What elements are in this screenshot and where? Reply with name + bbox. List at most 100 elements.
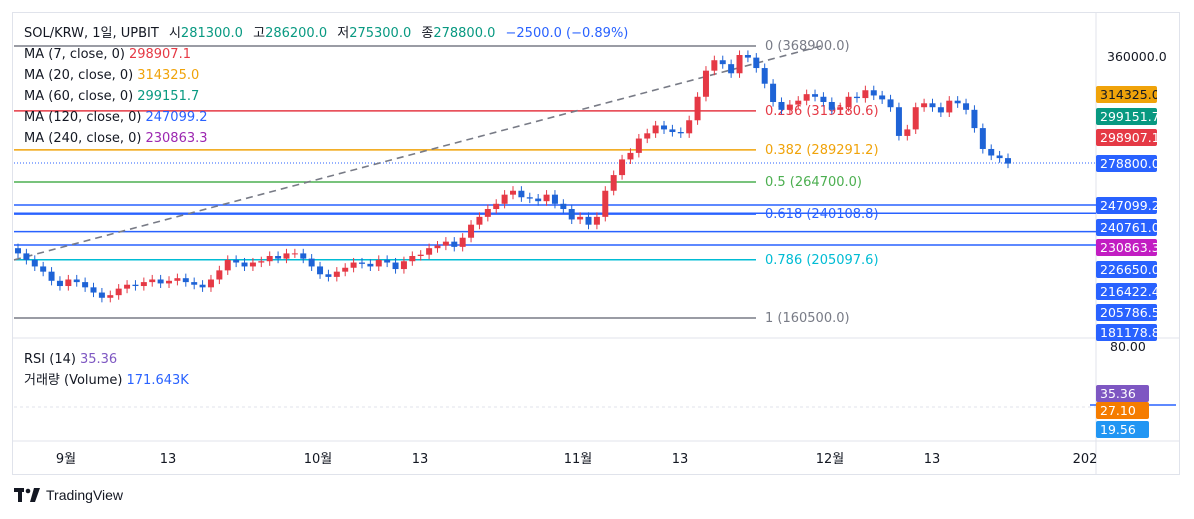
candle-body [736,55,743,74]
candle-body [199,284,206,288]
candle-body [602,190,609,217]
volume-label: 거래량 (Volume) [24,373,123,388]
candle-body [837,107,844,110]
ma-label: MA (7, close, 0) [24,47,125,62]
candle-body [207,279,214,288]
candle-body [937,107,944,113]
price-tag: 226650.0 [1096,261,1157,278]
candle-body [23,253,30,260]
candle-body [770,83,777,102]
candle-body [384,259,391,263]
candle-body [921,103,928,108]
ma-label: MA (20, close, 0) [24,68,134,83]
tradingview-logo-icon [14,488,40,502]
candle-body [828,101,835,110]
ma-legend-row[interactable]: MA (7, close, 0) 298907.1 [24,44,208,65]
fib-level-label: 0.382 (289291.2) [765,143,879,158]
brand[interactable]: TradingView [14,487,123,503]
candle-body [585,216,592,225]
horizontal-lines[interactable] [14,204,1096,246]
candle-body [862,90,869,99]
candle-body [686,120,693,134]
candle-body [753,57,760,69]
candle-body [266,256,273,262]
candle-body [333,271,340,277]
fib-level-label: 0.786 (205097.6) [765,253,879,268]
price-tag: 181178.8 [1096,324,1157,341]
candle-body [929,103,936,108]
candle-body [434,245,441,249]
chart-frame [12,12,1180,475]
candle-body [132,284,139,287]
candle-body [593,216,600,225]
candle-body [887,99,894,108]
time-axis-label: 13 [160,452,177,467]
price-tag: 230863.3 [1096,239,1157,256]
ma-legend-row[interactable]: MA (20, close, 0) 314325.0 [24,65,208,86]
candle-body [241,262,248,267]
rsi-tag: 35.36 [1096,385,1149,402]
candle-body [140,282,147,287]
candle-body [661,125,668,130]
candle-body [560,203,567,210]
ma-legend-row[interactable]: MA (60, close, 0) 299151.7 [24,86,208,107]
ma-value: 314325.0 [137,68,200,83]
candle-body [744,55,751,58]
candle-body [853,96,860,99]
candle-body [904,129,911,136]
candle-body [476,216,483,225]
fib-level-label: 0.5 (264700.0) [765,175,862,190]
price-tag: 298907.1 [1096,129,1157,146]
open-value: 281300.0 [180,26,243,41]
rsi-value: 35.36 [79,352,118,367]
fib-level-label: 0.236 (319180.6) [765,104,879,119]
candlesticks [15,50,1011,303]
rsi-axis-label: 80.00 [1110,339,1146,354]
high-value: 286200.0 [265,26,328,41]
candle-body [166,280,173,284]
candle-body [535,198,542,202]
candle-body [31,259,38,267]
ma-legend: MA (7, close, 0) 298907.1 MA (20, close, … [24,44,208,149]
candle-body [803,94,810,101]
candle-body [275,256,282,259]
ma-legend-row[interactable]: MA (120, close, 0) 247099.2 [24,107,208,128]
candle-body [879,95,886,100]
candle-body [468,224,475,238]
candle-body [786,104,793,110]
candle-body [115,288,122,296]
candle-body [442,241,449,246]
candle-body [375,259,382,267]
candle-body [795,100,802,105]
volume-value: 171.643K [126,373,189,388]
candle-body [65,279,72,287]
candle-body [719,60,726,65]
candle-body [895,107,902,136]
candle-body [954,100,961,104]
ma-value: 299151.7 [137,89,200,104]
close-value: 278800.0 [433,26,496,41]
time-axis-label: 13 [412,452,429,467]
candle-body [551,194,558,204]
ma-legend-row[interactable]: MA (240, close, 0) 230863.3 [24,128,208,149]
candle-body [979,128,986,149]
candle-body [702,70,709,97]
volume-legend[interactable]: 거래량 (Volume) 171.643K [24,370,189,391]
rsi-label: RSI (14) [24,352,76,367]
fibonacci-retracement[interactable]: 0 (368900.0) 0.236 (319180.6) 0.382 (28929… [14,39,879,326]
price-tag: 205786.5 [1096,304,1157,321]
candle-body [283,253,290,259]
ma-label: MA (60, close, 0) [24,89,134,104]
ma-value: 247099.2 [145,110,208,125]
time-axis-label: 13 [924,452,941,467]
candle-body [652,125,659,134]
candle-body [635,138,642,153]
rsi-legend[interactable]: RSI (14) 35.36 [24,349,117,370]
ma-value: 230863.3 [145,131,208,146]
ma-value: 298907.1 [128,47,191,62]
time-axis-label: 10월 [304,452,333,467]
fib-level-label: 0 (368900.0) [765,39,850,54]
candle-body [988,148,995,156]
candle-body [518,190,525,198]
